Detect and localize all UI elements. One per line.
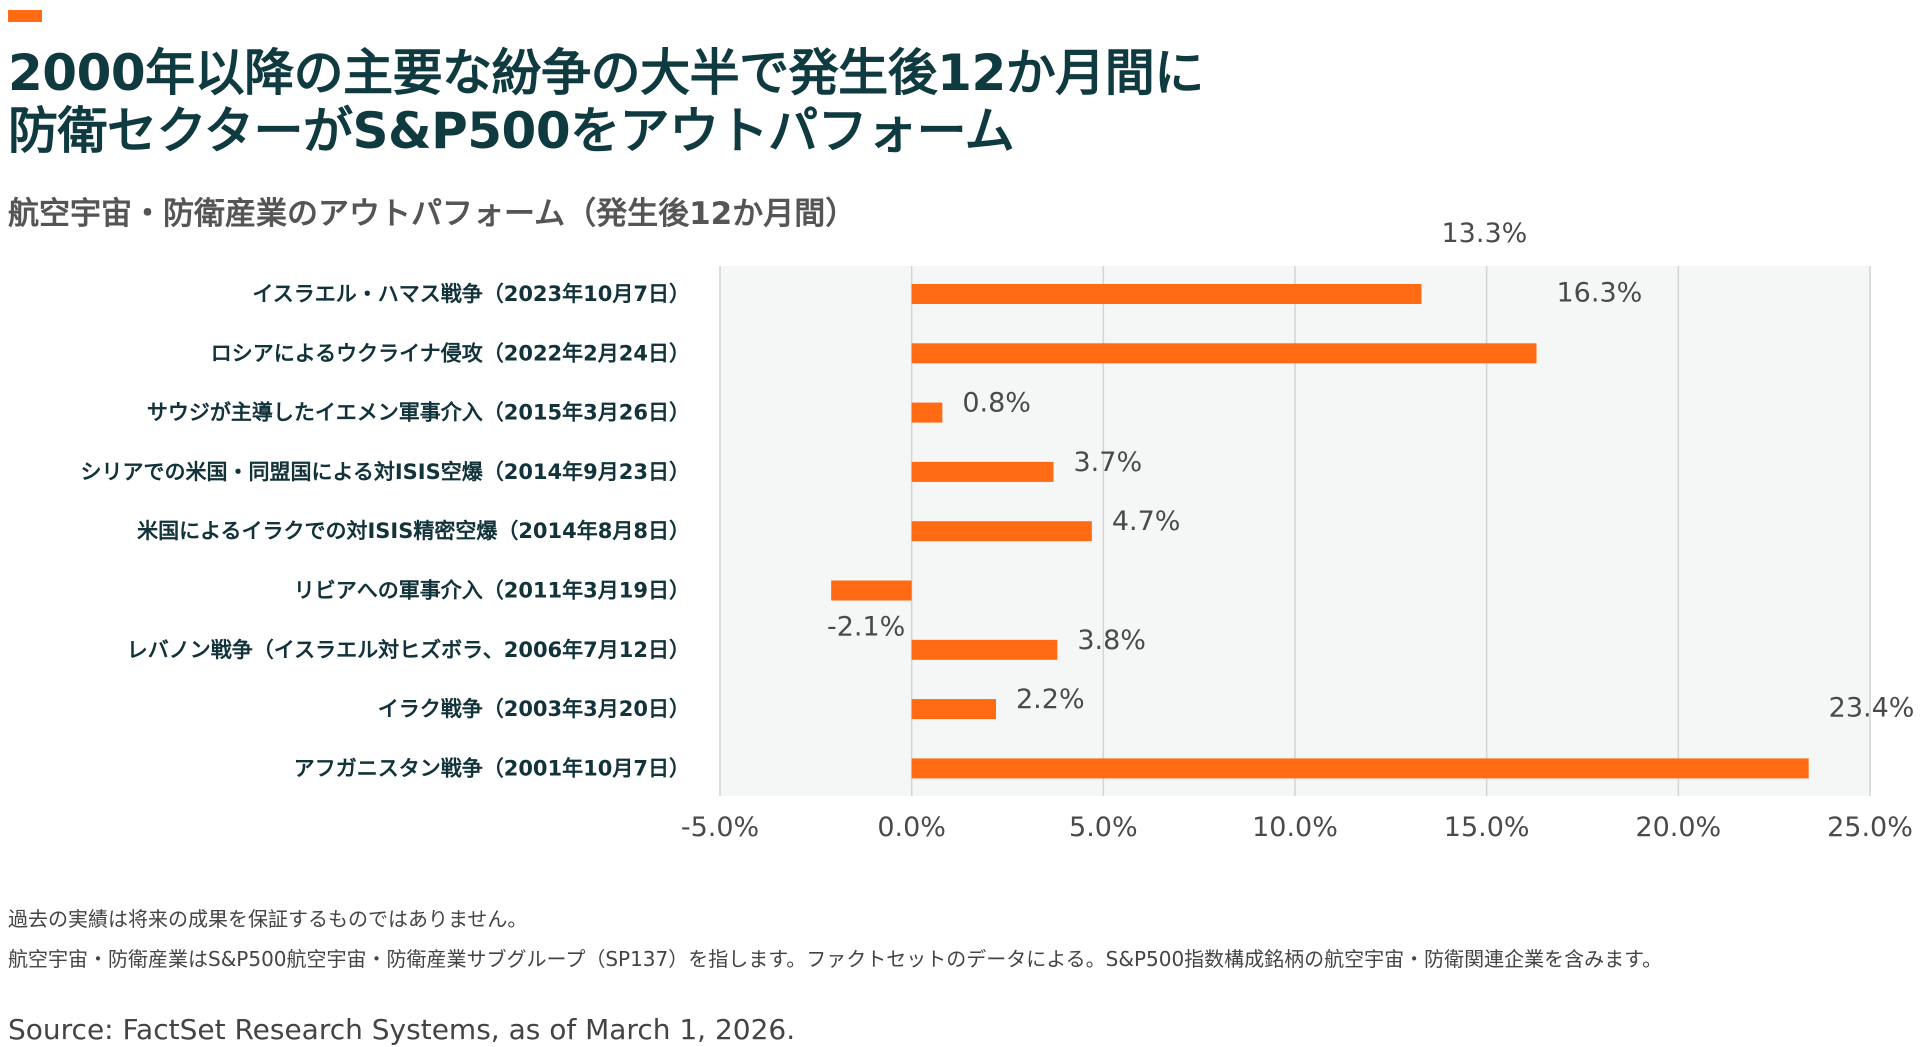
bar [911,461,1054,482]
x-tick-label: 5.0% [1069,812,1138,843]
data-label: 3.8% [1077,625,1146,656]
data-label: 4.7% [1112,506,1181,537]
definition-note: 航空宇宙・防衛産業はS&P500航空宇宙・防衛産業サブグループ（SP137）を指… [8,947,1663,971]
data-label: 3.7% [1074,447,1143,478]
x-tick-label: 0.0% [877,812,946,843]
x-tick-label: 10.0% [1252,812,1338,843]
category-label: シリアでの米国・同盟国による対ISIS空爆（2014年9月23日） [80,460,690,484]
disclaimer-note: 過去の実績は将来の成果を保証するものではありません。 [8,907,528,931]
data-label: 0.8% [962,388,1031,419]
category-label: イスラエル・ハマス戦争（2023年10月7日） [252,282,690,306]
category-label: アフガニスタン戦争（2001年10月7日） [294,756,690,780]
category-label: レバノン戦争（イスラエル対ヒズボラ、2006年7月12日） [127,638,690,662]
data-label: -2.1% [827,612,905,643]
x-tick-label: 25.0% [1827,812,1913,843]
data-label: 16.3% [1557,277,1643,308]
bar [911,402,943,423]
page-title-line-2: 防衛セクターがS&P500をアウトパフォーム [8,102,1015,160]
bar [911,758,1809,779]
bar [911,521,1092,542]
source-note: Source: FactSet Research Systems, as of … [8,1013,796,1046]
bar [911,284,1422,304]
bar [831,580,912,601]
category-label: ロシアによるウクライナ侵攻（2022年2月24日） [211,341,690,365]
category-label: イラク戦争（2003年3月20日） [378,697,690,721]
category-label: サウジが主導したイエメン軍事介入（2015年3月26日） [147,401,690,425]
page-title-line-1: 2000年以降の主要な紛争の大半で発生後12か月間に [8,44,1204,102]
x-tick-label: 15.0% [1444,812,1530,843]
category-label: リビアへの軍事介入（2011年3月19日） [294,579,690,603]
bar [911,639,1058,660]
data-label: 23.4% [1829,692,1915,723]
accent-bar [8,10,42,22]
data-label: 13.3% [1442,218,1528,249]
x-tick-label: 20.0% [1635,812,1721,843]
chart-subtitle: 航空宇宙・防衛産業のアウトパフォーム（発生後12か月間） [8,196,857,232]
category-label: 米国によるイラクでの対ISIS精密空爆（2014年8月8日） [137,519,690,543]
x-tick-label: -5.0% [681,812,759,843]
bar-chart: -5.0% 0.0% 5.0% 10.0% 15.0% 20.0% 25.0% イスラエル・ハ… [80,218,1915,843]
data-label: 2.2% [1016,684,1085,715]
bar [911,343,1537,364]
bar [911,699,996,720]
